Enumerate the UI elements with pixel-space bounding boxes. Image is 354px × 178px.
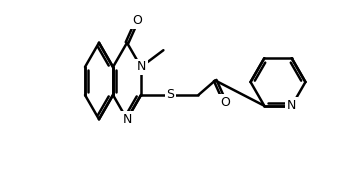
Text: N: N xyxy=(136,61,146,74)
Text: O: O xyxy=(132,14,142,27)
Text: N: N xyxy=(287,99,296,112)
Text: N: N xyxy=(122,113,132,126)
Text: O: O xyxy=(220,96,230,109)
Text: S: S xyxy=(166,88,175,101)
